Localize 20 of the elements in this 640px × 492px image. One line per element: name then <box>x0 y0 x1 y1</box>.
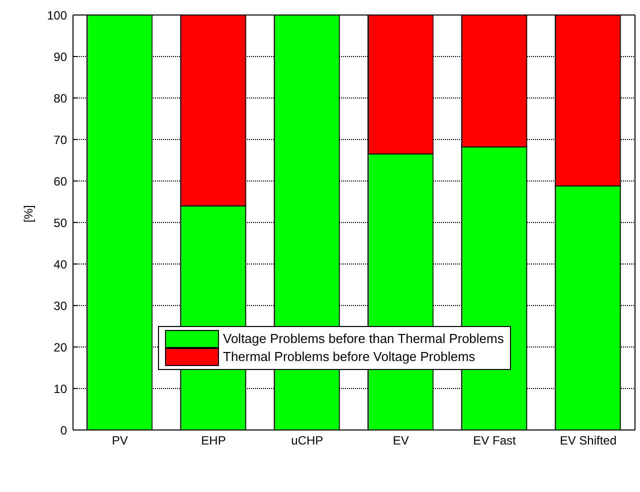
legend-label: Voltage Problems before than Thermal Problems <box>223 330 504 348</box>
x-tick-label: EV Fast <box>473 434 516 448</box>
x-tick-label: PV <box>112 434 128 448</box>
y-axis-title: [%] <box>21 205 36 222</box>
y-tick-label: 100 <box>46 8 68 22</box>
y-tick-label: 20 <box>54 340 68 354</box>
x-tick-label: EHP <box>201 434 226 448</box>
y-tick-label: 60 <box>54 174 68 188</box>
y-tick-label: 50 <box>54 216 68 230</box>
y-tick-label: 0 <box>60 423 68 438</box>
y-tick-label: 40 <box>54 257 68 272</box>
y-tick-label: 10 <box>54 382 68 396</box>
y-tick-label: 80 <box>54 91 68 106</box>
x-tick-label: EV Shifted <box>560 434 617 448</box>
x-tick-label: EV <box>392 434 409 448</box>
y-tick-label: 90 <box>54 50 68 64</box>
y-tick-label: 30 <box>54 298 68 313</box>
x-tick-label: uCHP <box>291 434 324 448</box>
legend-label: Thermal Problems before Voltage Problems <box>223 348 476 366</box>
y-tick-label: 70 <box>54 132 68 147</box>
